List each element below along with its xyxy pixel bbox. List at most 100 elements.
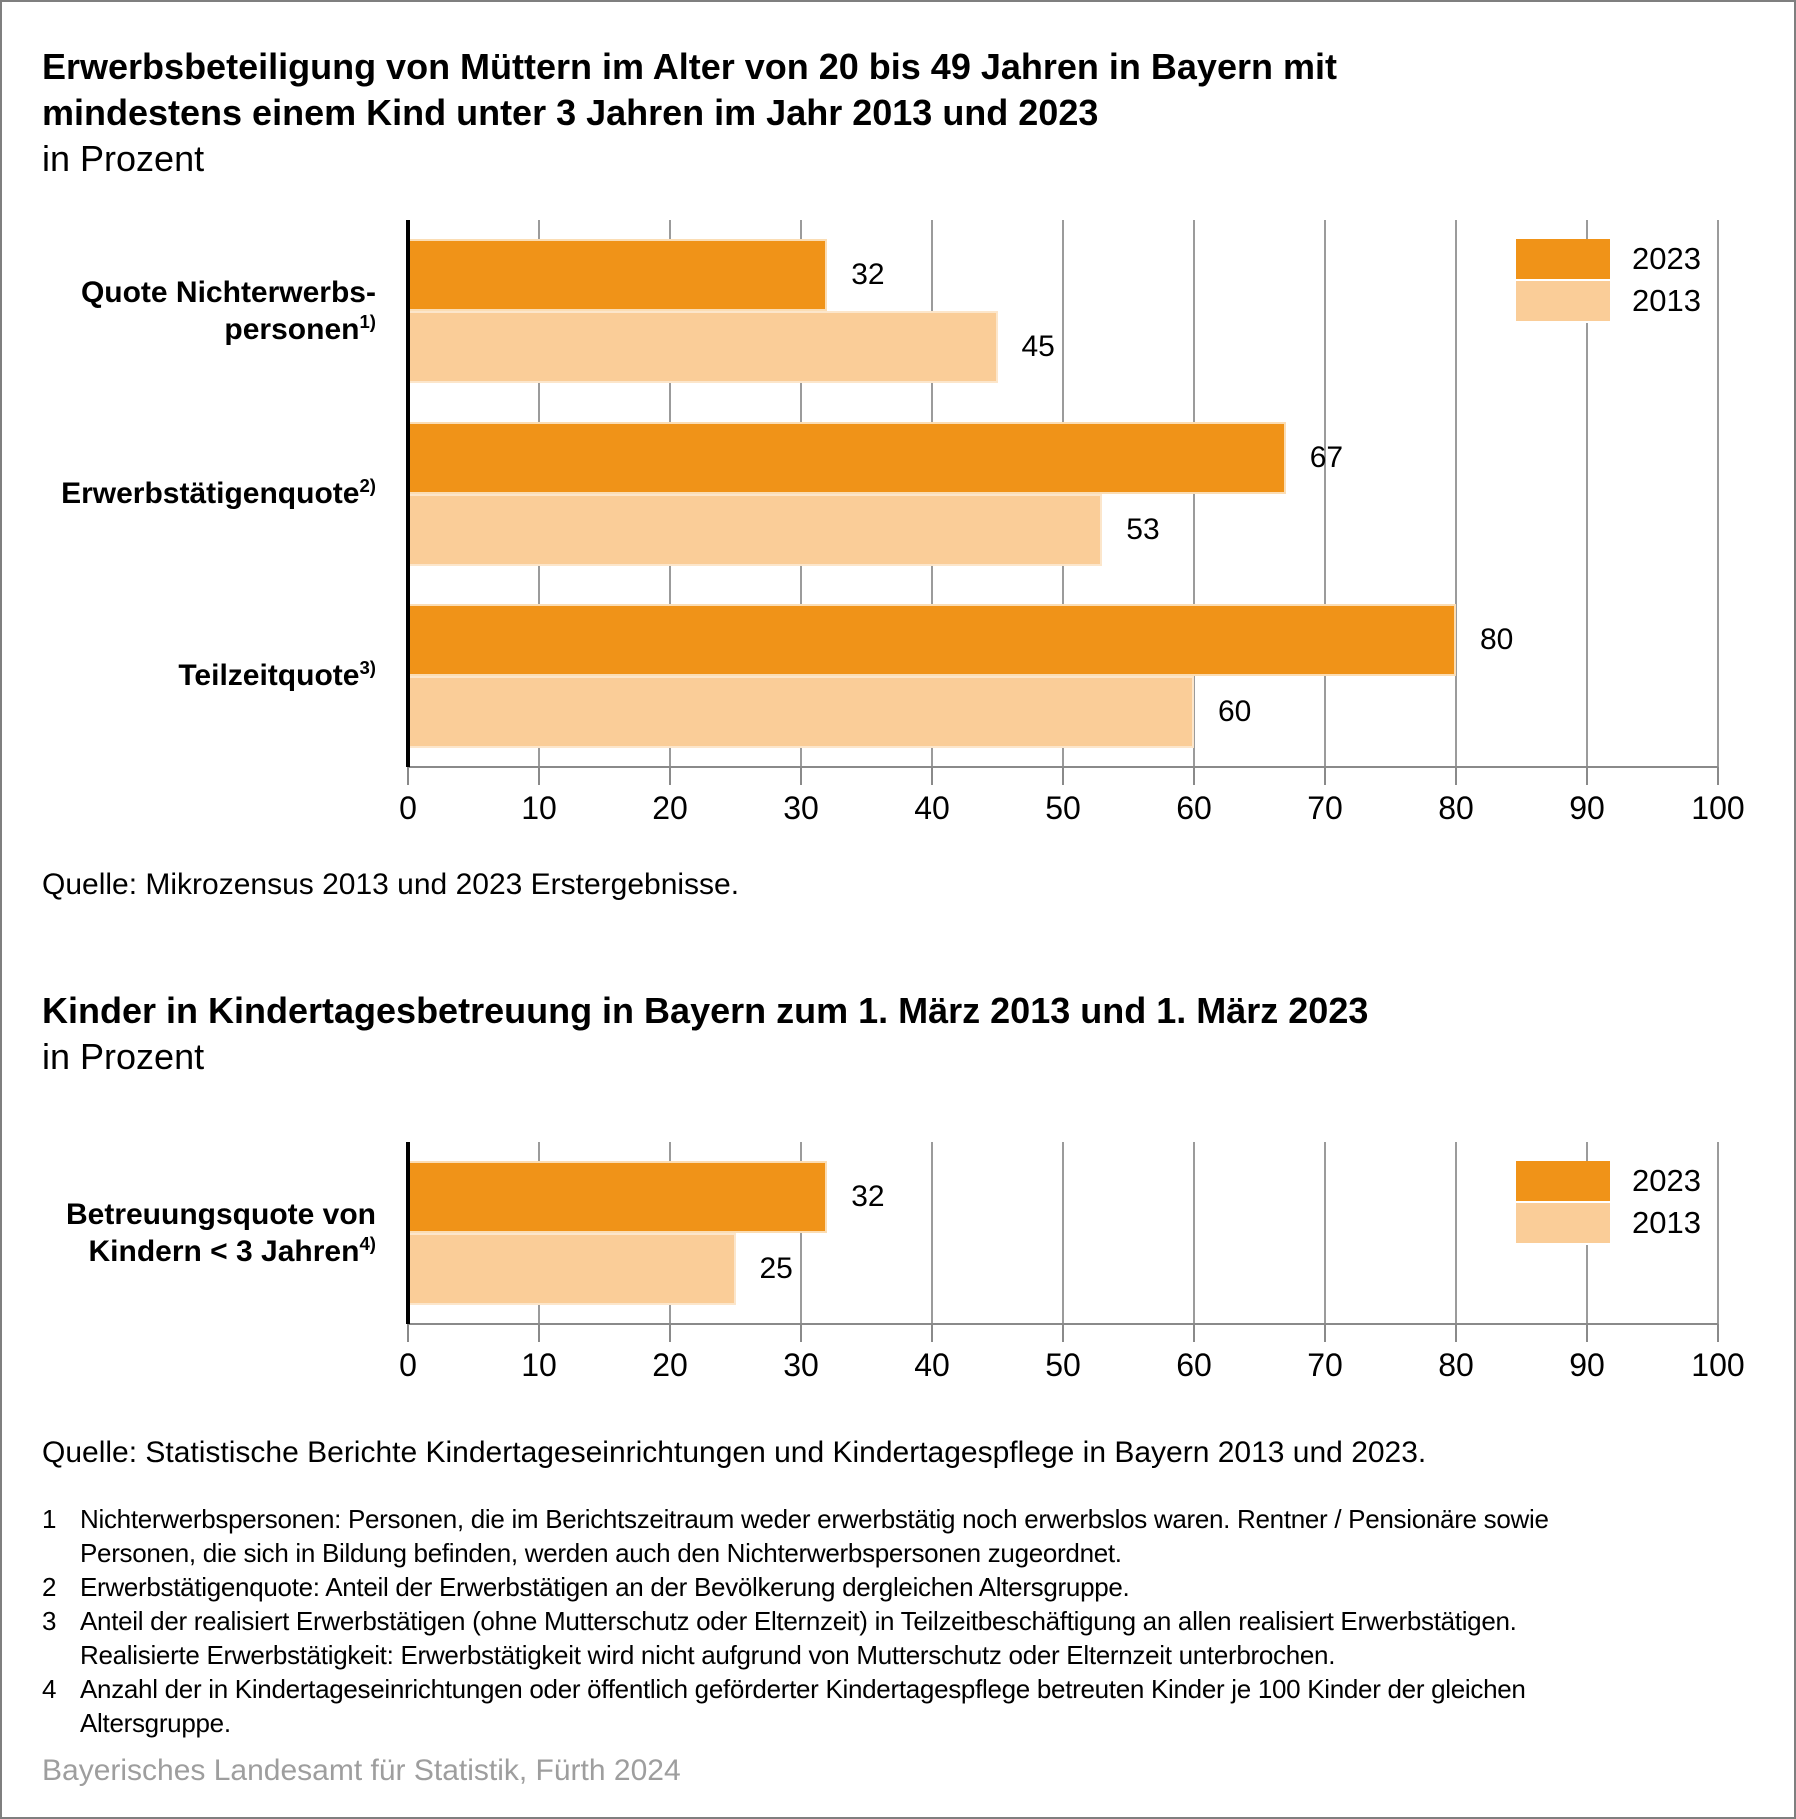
footnote-reference: 1) — [359, 311, 376, 333]
bar-2023 — [408, 421, 1286, 494]
legend-swatch-2023 — [1516, 239, 1610, 279]
footnote-2: 2 Erwerbstätigenquote: Anteil der Erwerb… — [42, 1570, 1734, 1604]
category-label: Betreuungsquote von Kindern < 3 Jahren4) — [32, 1142, 376, 1324]
x-tick-label: 20 — [652, 1347, 688, 1383]
x-tick-label: 60 — [1176, 1347, 1212, 1383]
footnote-text: Anteil der realisiert Erwerbstätigen (oh… — [80, 1606, 1517, 1670]
tick-mark — [1586, 1324, 1588, 1342]
x-tick-label: 90 — [1569, 1347, 1605, 1383]
bar-2023 — [408, 1161, 828, 1233]
tick-mark — [1324, 767, 1326, 785]
tick-mark — [669, 1324, 671, 1342]
footnote-number: 3 — [42, 1606, 57, 1636]
footnote-text: Anzahl der in Kindertageseinrichtungen o… — [80, 1674, 1526, 1738]
footnotes-block: 1 Nichterwerbspersonen: Personen, die im… — [42, 1502, 1734, 1740]
x-tick-label: 50 — [1045, 1347, 1081, 1383]
gridline — [1193, 220, 1195, 767]
bar-value-label: 32 — [851, 258, 885, 292]
category-label-text: Teilzeitquote3) — [178, 657, 376, 693]
footnote-reference: 4) — [359, 1233, 376, 1254]
chart-1-title: Erwerbsbeteiligung von Müttern im Alter … — [42, 46, 1337, 133]
x-axis-line — [408, 1323, 1718, 1325]
tick-mark — [538, 1324, 540, 1342]
x-tick-label: 10 — [521, 790, 557, 826]
bar-value-label: 53 — [1126, 512, 1160, 546]
legend-label: 2023 — [1632, 241, 1701, 276]
tick-mark — [1062, 767, 1064, 785]
footnote-text: Erwerbstätigenquote: Anteil der Erwerbst… — [80, 1572, 1130, 1602]
gridline — [931, 1142, 933, 1324]
x-tick-label: 10 — [521, 1347, 557, 1383]
footnote-number: 4 — [42, 1674, 57, 1704]
chart-2-category-axis: Betreuungsquote von Kindern < 3 Jahren4) — [32, 1142, 376, 1324]
gridline — [800, 1142, 802, 1324]
legend-label: 2013 — [1632, 1205, 1701, 1240]
bar-value-label: 80 — [1480, 622, 1514, 656]
x-tick-label: 100 — [1691, 1347, 1745, 1383]
x-tick-label: 60 — [1176, 790, 1212, 826]
gridline — [1324, 1142, 1326, 1324]
legend-label: 2013 — [1632, 283, 1701, 318]
bar-2013 — [408, 675, 1194, 748]
bar-value-label: 25 — [759, 1252, 793, 1285]
legend-item-2013: 2013 — [1516, 1203, 1701, 1243]
bar-value-label: 32 — [851, 1180, 885, 1213]
chart-1-category-axis: Quote Nichterwerbs- personen1) Erwerbstät… — [32, 220, 376, 767]
x-axis-line — [408, 766, 1718, 768]
tick-mark — [1586, 767, 1588, 785]
chart-1-header: Erwerbsbeteiligung von Müttern im Alter … — [42, 44, 1782, 182]
publisher-footer: Bayerisches Landesamt für Statistik, Für… — [42, 1754, 681, 1787]
chart-2-title: Kinder in Kindertagesbetreuung in Bayern… — [42, 990, 1369, 1031]
x-tick-label: 0 — [399, 1347, 417, 1383]
gridline — [1193, 1142, 1195, 1324]
y-axis-line — [406, 220, 410, 767]
tick-mark — [1324, 1324, 1326, 1342]
category-label: Erwerbstätigenquote2) — [32, 402, 376, 584]
chart-2-plot: 0 10 20 30 40 50 60 70 80 90 100 32 25 2023 2013 — [399, 1142, 1745, 1382]
footnote-4: 4 Anzahl der in Kindertageseinrichtungen… — [42, 1672, 1734, 1740]
chart-1-source: Quelle: Mikrozensus 2013 und 2023 Erster… — [42, 868, 740, 901]
x-tick-label: 90 — [1569, 790, 1605, 826]
tick-mark — [1717, 1324, 1719, 1342]
chart-2-header: Kinder in Kindertagesbetreuung in Bayern… — [42, 988, 1782, 1080]
category-label: Quote Nichterwerbs- personen1) — [32, 220, 376, 402]
x-tick-label: 70 — [1307, 790, 1343, 826]
gridline — [1717, 1142, 1719, 1324]
tick-mark — [407, 767, 409, 785]
bar-2023 — [408, 239, 828, 312]
bar-2023 — [408, 603, 1456, 676]
tick-mark — [407, 1324, 409, 1342]
x-tick-label: 30 — [783, 1347, 819, 1383]
footnote-1: 1 Nichterwerbspersonen: Personen, die im… — [42, 1502, 1734, 1570]
chart-2-source: Quelle: Statistische Berichte Kindertage… — [42, 1436, 1427, 1469]
footnote-reference: 3) — [359, 657, 376, 679]
x-tick-label: 80 — [1438, 1347, 1474, 1383]
legend: 2023 2013 — [1516, 1161, 1701, 1245]
legend-label: 2023 — [1632, 1163, 1701, 1198]
y-axis-line — [406, 1142, 410, 1324]
footnote-number: 2 — [42, 1572, 57, 1602]
gridline — [1455, 1142, 1457, 1324]
gridline — [1062, 1142, 1064, 1324]
x-tick-label: 40 — [914, 1347, 950, 1383]
gridline — [1324, 220, 1326, 767]
chart-1-unit-label: in Prozent — [42, 138, 205, 179]
legend-item-2023: 2023 — [1516, 1161, 1701, 1201]
chart-2-unit-label: in Prozent — [42, 1036, 205, 1077]
tick-mark — [538, 767, 540, 785]
x-tick-label: 0 — [399, 790, 417, 826]
category-label-text: Quote Nichterwerbs- personen1) — [80, 276, 376, 347]
bar-2013 — [408, 493, 1103, 566]
x-tick-label: 30 — [783, 790, 819, 826]
tick-mark — [931, 767, 933, 785]
bar-value-label: 67 — [1309, 440, 1344, 474]
gridline — [1455, 220, 1457, 767]
tick-mark — [1193, 1324, 1195, 1342]
legend: 2023 2013 — [1516, 239, 1701, 323]
tick-mark — [931, 1324, 933, 1342]
tick-mark — [800, 767, 802, 785]
category-label-text: Betreuungsquote von Kindern < 3 Jahren4) — [65, 1198, 376, 1268]
x-tick-label: 100 — [1691, 790, 1745, 826]
tick-mark — [1193, 767, 1195, 785]
